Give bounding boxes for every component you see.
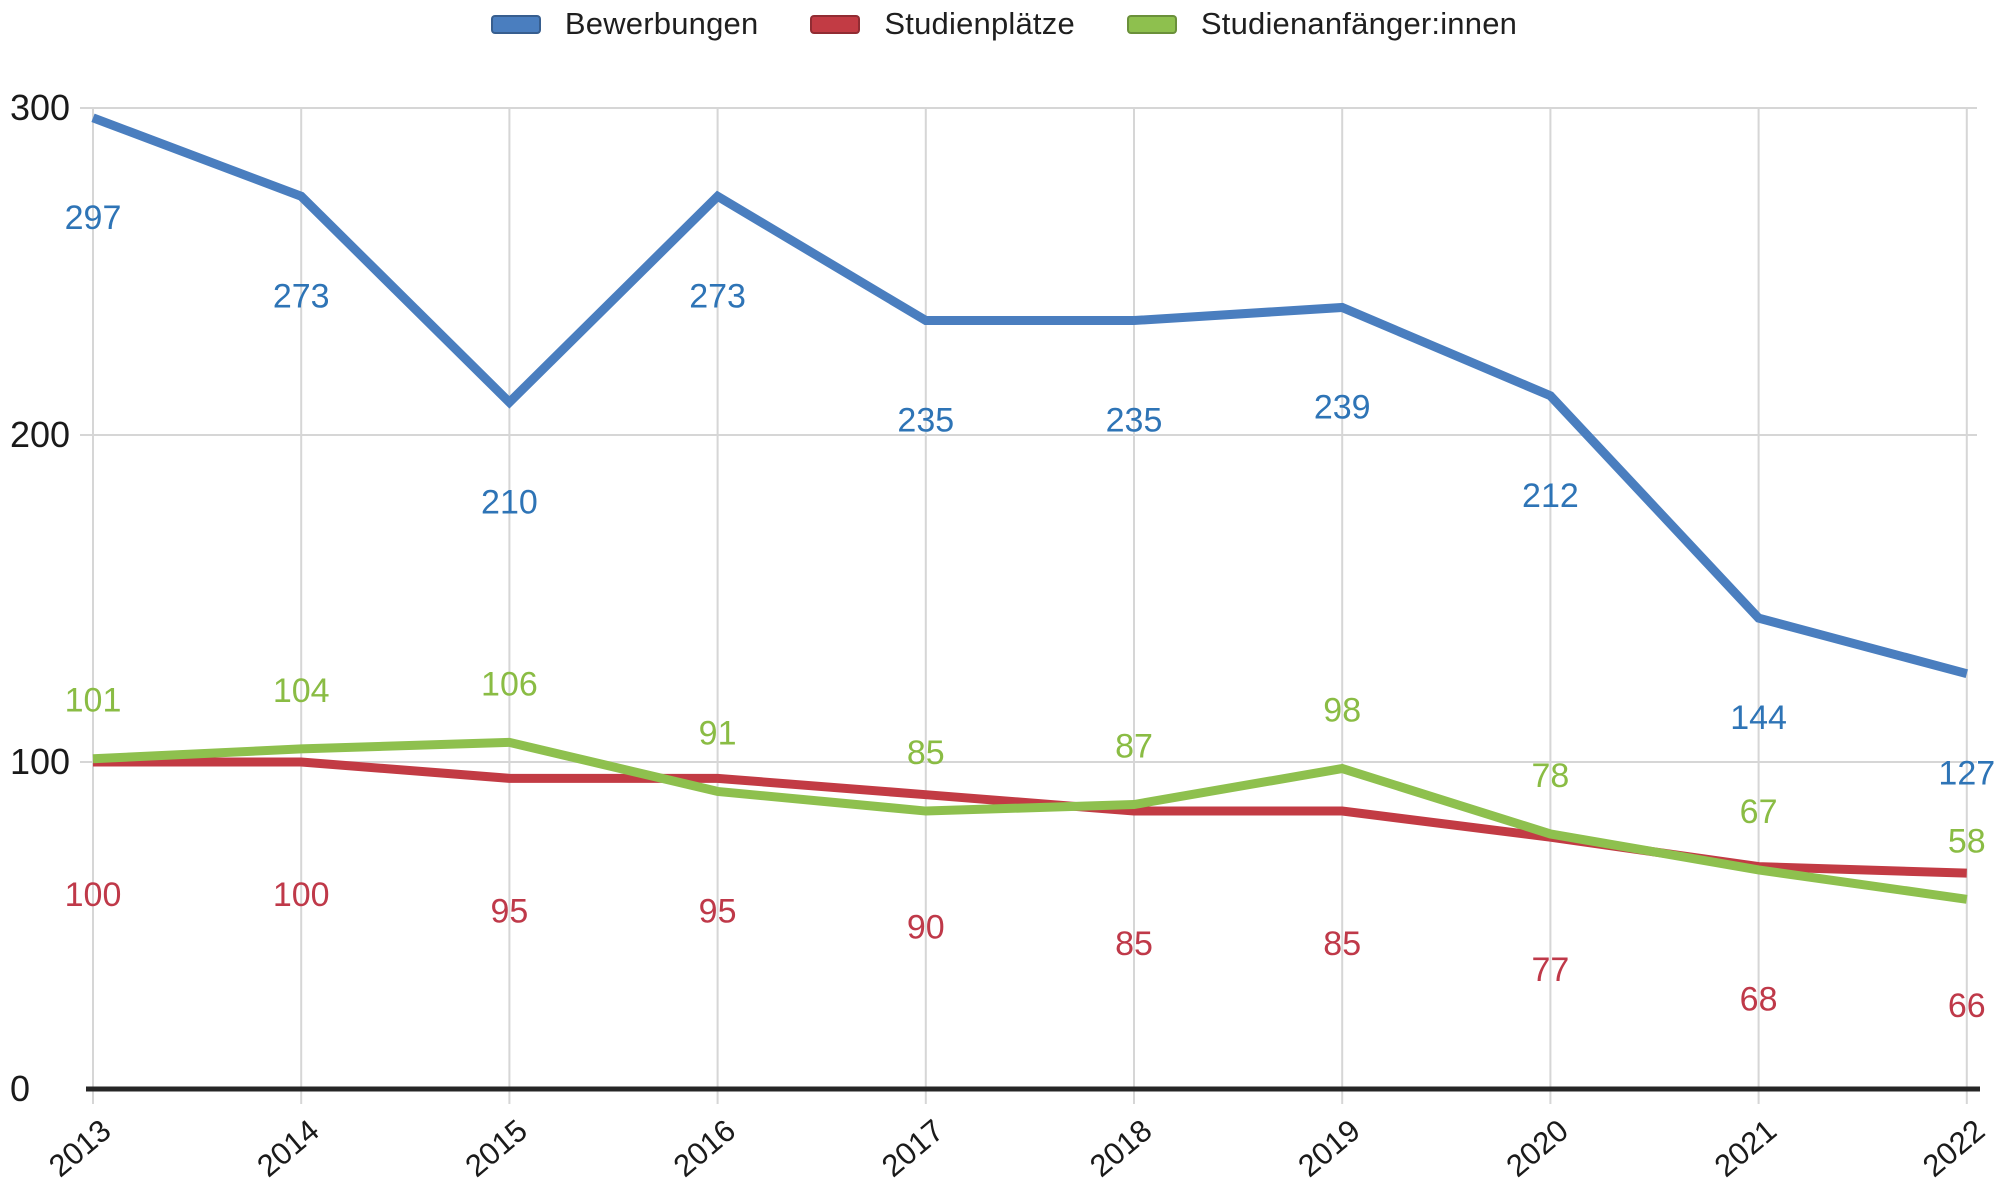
data-label-studienpl-tze: 90 bbox=[907, 909, 945, 947]
data-label-bewerbungen: 144 bbox=[1730, 699, 1787, 737]
data-label-studienanf-nger-innen: 85 bbox=[907, 734, 945, 772]
x-axis-tick-label: 2022 bbox=[1916, 1113, 1991, 1184]
x-axis-tick-label: 2021 bbox=[1708, 1113, 1783, 1184]
y-axis-tick-label: 100 bbox=[10, 741, 70, 782]
data-label-bewerbungen: 210 bbox=[481, 483, 538, 521]
legend-item-studienplaetze: Studienplätze bbox=[810, 6, 1075, 42]
data-label-studienpl-tze: 85 bbox=[1115, 925, 1153, 963]
legend-item-studienanfaenger: Studienanfänger:innen bbox=[1126, 6, 1518, 42]
data-label-studienpl-tze: 100 bbox=[273, 876, 330, 914]
data-label-studienanf-nger-innen: 98 bbox=[1323, 692, 1361, 730]
y-axis-tick-label: 200 bbox=[10, 414, 70, 455]
data-label-bewerbungen: 235 bbox=[1106, 402, 1163, 440]
data-label-studienanf-nger-innen: 101 bbox=[65, 682, 122, 720]
data-label-bewerbungen: 235 bbox=[897, 402, 954, 440]
data-label-studienpl-tze: 68 bbox=[1740, 981, 1778, 1019]
legend-swatch-green-icon bbox=[1126, 14, 1177, 34]
series-line-studienanf-nger-innen bbox=[92, 737, 1968, 904]
legend-label: Studienplätze bbox=[884, 6, 1075, 41]
x-axis-tick-label: 2018 bbox=[1083, 1113, 1158, 1184]
data-label-studienpl-tze: 85 bbox=[1323, 925, 1361, 963]
data-label-studienpl-tze: 100 bbox=[65, 876, 122, 914]
x-axis-tick-label: 2019 bbox=[1291, 1113, 1366, 1184]
x-axis-tick-label: 2015 bbox=[459, 1113, 534, 1184]
x-axis-tick-label: 2020 bbox=[1500, 1113, 1575, 1184]
data-label-bewerbungen: 273 bbox=[273, 277, 330, 315]
data-label-bewerbungen: 239 bbox=[1314, 388, 1371, 426]
data-label-bewerbungen: 127 bbox=[1938, 755, 1995, 793]
legend-item-bewerbungen: Bewerbungen bbox=[490, 6, 759, 42]
data-label-studienanf-nger-innen: 58 bbox=[1948, 822, 1986, 860]
legend-swatch-red-icon bbox=[810, 14, 861, 34]
data-label-bewerbungen: 212 bbox=[1522, 477, 1579, 515]
data-label-studienanf-nger-innen: 106 bbox=[481, 665, 538, 703]
data-label-studienpl-tze: 95 bbox=[699, 892, 737, 930]
data-label-studienanf-nger-innen: 104 bbox=[273, 672, 330, 710]
data-label-bewerbungen: 297 bbox=[65, 199, 122, 237]
y-axis-tick-label: 0 bbox=[10, 1068, 30, 1109]
x-axis-tick-label: 2017 bbox=[875, 1113, 950, 1184]
data-label-studienanf-nger-innen: 87 bbox=[1115, 728, 1153, 766]
data-label-studienpl-tze: 77 bbox=[1531, 951, 1569, 989]
legend-label: Bewerbungen bbox=[564, 6, 759, 41]
data-label-bewerbungen: 273 bbox=[689, 277, 746, 315]
x-axis-tick-label: 2016 bbox=[667, 1113, 742, 1184]
data-label-studienpl-tze: 66 bbox=[1948, 987, 1986, 1025]
legend-swatch-blue-icon bbox=[490, 14, 541, 34]
y-axis-tick-label: 300 bbox=[10, 87, 70, 128]
data-label-studienanf-nger-innen: 67 bbox=[1740, 793, 1778, 831]
x-axis-tick-label: 2014 bbox=[250, 1113, 325, 1184]
data-label-studienanf-nger-innen: 78 bbox=[1531, 757, 1569, 795]
chart-legend: Bewerbungen Studienplätze Studienanfänge… bbox=[0, 6, 2008, 42]
legend-label: Studienanfänger:innen bbox=[1200, 6, 1518, 41]
x-axis-tick-label: 2013 bbox=[42, 1113, 117, 1184]
data-label-studienpl-tze: 95 bbox=[490, 892, 528, 930]
data-label-studienanf-nger-innen: 91 bbox=[699, 714, 737, 752]
series-line-bewerbungen bbox=[91, 113, 1968, 679]
